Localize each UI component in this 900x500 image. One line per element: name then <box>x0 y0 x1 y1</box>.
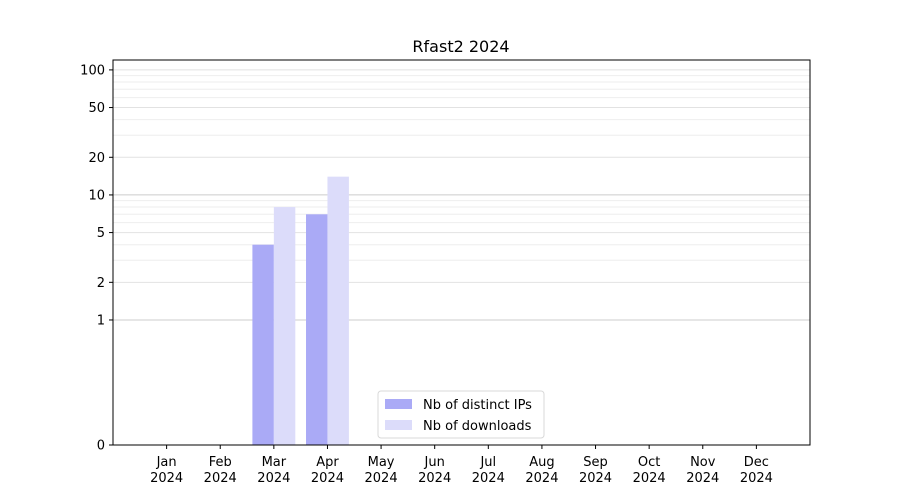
x-tick-label-oct: Oct 2024 <box>633 455 666 486</box>
chart-title: Rfast2 2024 <box>412 37 509 56</box>
y-tick-label: 100 <box>80 63 105 78</box>
y-tick-label: 50 <box>88 101 105 116</box>
legend: Nb of distinct IPs Nb of downloads <box>377 390 545 439</box>
y-tick-label: 2 <box>97 276 105 291</box>
x-tick-label-apr: Apr 2024 <box>311 455 344 486</box>
x-axis: Jan 2024 Feb 2024 Mar 2024 Apr 2024 May 2024 Jun 20… <box>150 445 773 486</box>
x-tick-label-mar: Mar 2024 <box>257 455 290 486</box>
y-tick-label: 1 <box>97 313 105 328</box>
x-tick-label-nov: Nov 2024 <box>686 455 719 486</box>
legend-swatch-ips <box>385 399 412 409</box>
x-tick-label-jun: Jun 2024 <box>418 455 451 486</box>
bar-ips-apr <box>306 214 328 445</box>
x-tick-label-jan: Jan 2024 <box>150 455 183 486</box>
y-tick-label: 5 <box>97 226 105 241</box>
legend-label-ips: Nb of distinct IPs <box>423 398 532 413</box>
bar-downloads-mar <box>273 207 296 445</box>
bar-downloads-apr <box>327 176 349 445</box>
grid-lines <box>113 69 810 321</box>
legend-label-downloads: Nb of downloads <box>423 419 532 434</box>
x-tick-label-may: May 2024 <box>365 455 398 486</box>
y-tick-label: 0 <box>97 439 105 454</box>
plot-frame <box>112 59 811 446</box>
x-tick-label-feb: Feb 2024 <box>204 455 237 486</box>
x-tick-label-sep: Sep 2024 <box>579 455 612 486</box>
x-tick-label-aug: Aug 2024 <box>525 455 558 486</box>
y-axis: 0 1 2 5 10 20 50 100 <box>80 63 113 454</box>
legend-swatch-downloads <box>385 420 412 430</box>
y-tick-label: 20 <box>88 151 105 166</box>
bar-ips-mar <box>252 244 274 445</box>
y-tick-label: 10 <box>88 188 105 203</box>
legend-box <box>377 390 545 439</box>
bars <box>252 176 349 445</box>
x-tick-label-dec: Dec 2024 <box>740 455 773 486</box>
x-tick-label-jul: Jul 2024 <box>472 455 505 486</box>
